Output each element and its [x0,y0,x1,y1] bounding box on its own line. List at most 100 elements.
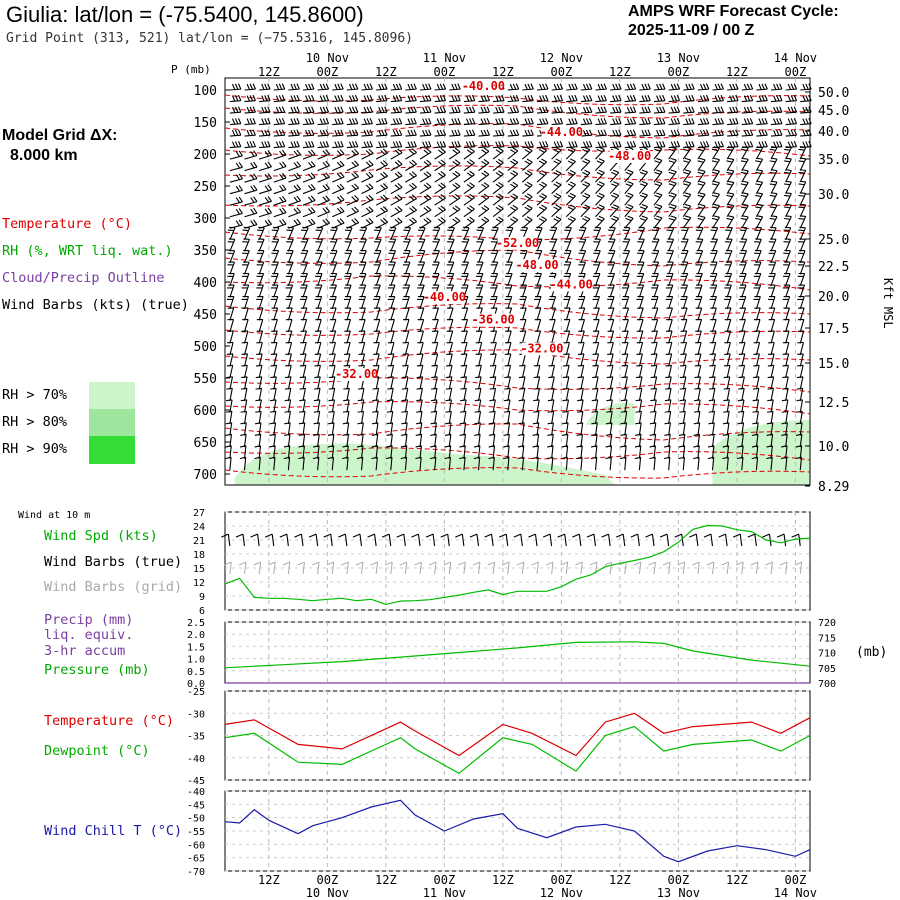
wind-barb [797,353,804,367]
wind-barb [561,445,569,459]
wind-barb [226,364,234,379]
wind-barb [373,261,382,275]
wind-barb [434,94,447,103]
wind-barb [695,226,704,240]
wind-barb [405,148,417,160]
wind-barb [227,318,235,333]
wind-barb [242,238,250,252]
wind-barb [359,238,367,252]
wind-barb [432,238,441,252]
temperature-contour-label: -32.00 [335,367,378,381]
wind-barb [800,129,812,137]
wind-barb [332,206,345,218]
wind-barb [577,353,585,367]
wind-barb [415,433,423,448]
wind-barb [551,216,562,229]
wind-barb [518,399,526,413]
wind-barb [533,364,541,379]
wind-barb [300,341,307,356]
wind-barb [607,330,615,344]
wind-barb [432,249,440,264]
wind-barb [343,387,350,402]
wind-barb [314,284,323,298]
wind-barb-10m [557,533,567,547]
chart-title: Giulia: lat/lon = (-75.5400, 145.8600) [6,2,364,27]
wind-barb [286,226,295,240]
wind-barb [769,215,778,229]
wind-barb [767,364,775,379]
wind-barb [666,318,673,333]
wind-barb [478,106,490,114]
top-time-tick: 00Z [317,65,339,79]
wind-barb [666,238,675,252]
wind-barb [356,456,364,471]
wind-barb [561,456,569,471]
temperature-contour [224,195,811,213]
wind-barb [302,129,315,137]
wind-barb [419,129,432,137]
wind-barb [551,140,564,149]
wind-barb [650,399,657,413]
wind-barb [461,226,470,240]
wind-barb [300,272,308,287]
wind-barb [580,106,593,114]
wind-barb [314,364,321,379]
wind-barb [522,170,533,183]
wind-barb [519,364,526,379]
wind-barb [328,410,335,425]
wind-barb [358,295,367,310]
precip-tick: 0.0 [187,679,205,690]
wind-barb [317,160,331,172]
wind-barb [507,158,519,172]
wind-barb [332,172,345,183]
wind-barb [373,272,382,287]
wind-barb [712,83,724,91]
wind-barb [302,140,315,149]
wind-barb [770,83,783,91]
precip-tick: 2.0 [187,630,205,641]
wind-barb [668,215,677,229]
wind-barb [610,117,622,126]
wind-barb [431,341,439,356]
wind-barb [229,162,243,172]
wind-barb [536,94,549,103]
rh70-swatch [89,382,135,409]
kft-tick: 15.0 [818,357,849,372]
wind-barb [344,284,352,298]
wind-barb [445,410,452,425]
wind-barb [738,284,747,298]
wind-barb [522,158,533,172]
wind-barb [478,170,490,183]
wind-barb-10m [282,561,291,575]
wind-barb [752,399,760,413]
wind-barb [753,295,761,310]
wind-barb [446,330,454,344]
wind-barb [547,422,554,436]
wind-barb [551,169,562,183]
wind-barb [244,219,258,229]
wind-barb [727,94,739,103]
wind-barb [738,341,746,356]
wind-barb [387,295,396,310]
wind-barb [650,364,658,379]
wind-barb [766,433,774,448]
wind-barb [503,433,510,448]
wind-barb [461,272,469,287]
wind-barb [419,140,432,149]
wind-barb [653,140,666,149]
wind-barb [666,226,675,240]
wind-barb [605,445,613,459]
wind-barb [346,129,359,137]
wind-barb [493,117,505,126]
wind-barb [580,181,591,195]
bottom-date-label: 11 Nov [423,886,466,900]
wind-barb [431,376,438,390]
wind-barb [711,169,720,183]
wind-barb [737,433,744,448]
wind-barb [361,217,374,229]
top-time-tick: 12Z [492,65,514,79]
wind-barb [431,387,438,402]
pressure-axis-label: P (mb) [171,63,211,76]
wind-barb [225,445,232,459]
wind-barb [460,376,468,390]
